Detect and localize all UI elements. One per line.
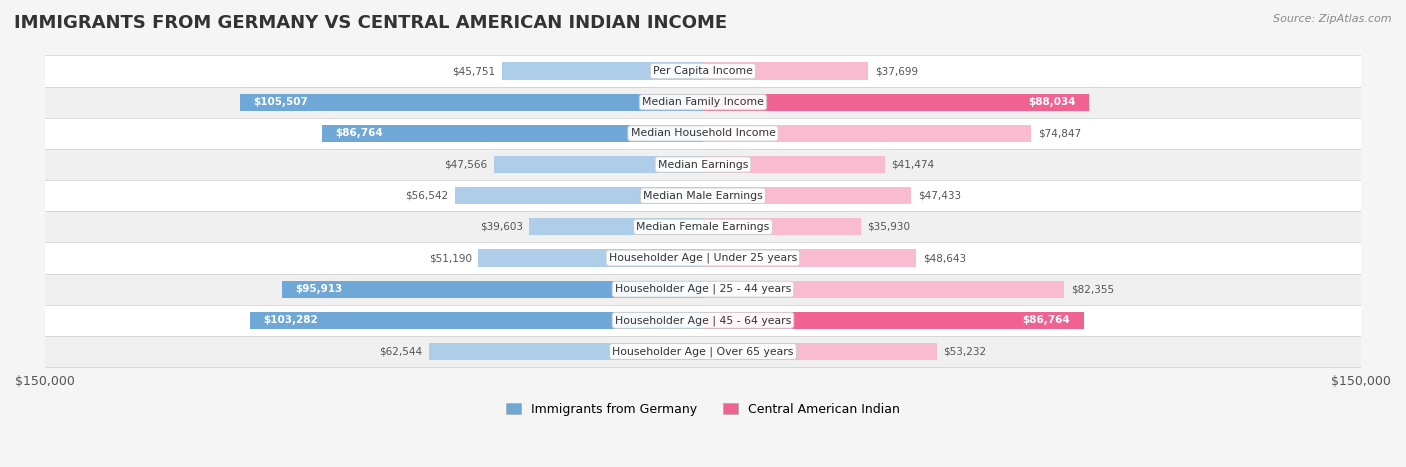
Legend: Immigrants from Germany, Central American Indian: Immigrants from Germany, Central America… — [502, 398, 904, 421]
Bar — [45, 274, 1361, 305]
Text: $48,643: $48,643 — [922, 253, 966, 263]
Text: $82,355: $82,355 — [1071, 284, 1114, 294]
Text: $51,190: $51,190 — [429, 253, 472, 263]
Bar — [703, 343, 936, 360]
Bar — [703, 63, 869, 79]
Text: $86,764: $86,764 — [1022, 315, 1070, 325]
Text: $88,034: $88,034 — [1028, 97, 1076, 107]
Text: Median Family Income: Median Family Income — [643, 97, 763, 107]
Text: $47,566: $47,566 — [444, 160, 488, 170]
Text: $62,544: $62,544 — [378, 347, 422, 356]
Bar — [45, 336, 1361, 367]
Bar — [703, 156, 884, 173]
Bar — [703, 249, 917, 267]
Text: $86,764: $86,764 — [336, 128, 384, 138]
Bar — [322, 125, 703, 142]
Text: Householder Age | Over 65 years: Householder Age | Over 65 years — [612, 346, 794, 357]
Bar — [502, 63, 703, 79]
Text: $45,751: $45,751 — [453, 66, 496, 76]
Bar — [456, 187, 703, 204]
Text: $41,474: $41,474 — [891, 160, 935, 170]
Text: $35,930: $35,930 — [868, 222, 910, 232]
Text: Householder Age | Under 25 years: Householder Age | Under 25 years — [609, 253, 797, 263]
Text: Householder Age | 25 - 44 years: Householder Age | 25 - 44 years — [614, 284, 792, 294]
Text: Median Female Earnings: Median Female Earnings — [637, 222, 769, 232]
Text: $105,507: $105,507 — [253, 97, 308, 107]
Text: $74,847: $74,847 — [1038, 128, 1081, 138]
Bar — [703, 187, 911, 204]
Bar — [45, 242, 1361, 274]
Bar — [703, 218, 860, 235]
Text: $56,542: $56,542 — [405, 191, 449, 201]
Bar — [703, 281, 1064, 298]
Text: Median Earnings: Median Earnings — [658, 160, 748, 170]
Text: Source: ZipAtlas.com: Source: ZipAtlas.com — [1274, 14, 1392, 24]
Bar — [45, 149, 1361, 180]
Bar — [429, 343, 703, 360]
Bar — [703, 125, 1032, 142]
Bar — [478, 249, 703, 267]
Bar — [45, 305, 1361, 336]
Text: $39,603: $39,603 — [479, 222, 523, 232]
Text: Per Capita Income: Per Capita Income — [652, 66, 754, 76]
Text: $95,913: $95,913 — [295, 284, 343, 294]
Text: $47,433: $47,433 — [918, 191, 960, 201]
Text: $103,282: $103,282 — [263, 315, 318, 325]
Bar — [240, 94, 703, 111]
Bar — [250, 312, 703, 329]
Text: $37,699: $37,699 — [875, 66, 918, 76]
Text: IMMIGRANTS FROM GERMANY VS CENTRAL AMERICAN INDIAN INCOME: IMMIGRANTS FROM GERMANY VS CENTRAL AMERI… — [14, 14, 727, 32]
Bar — [45, 180, 1361, 211]
Text: Median Household Income: Median Household Income — [630, 128, 776, 138]
Bar — [529, 218, 703, 235]
Bar — [45, 211, 1361, 242]
Text: $53,232: $53,232 — [943, 347, 986, 356]
Bar — [703, 312, 1084, 329]
Text: Householder Age | 45 - 64 years: Householder Age | 45 - 64 years — [614, 315, 792, 325]
Bar — [45, 56, 1361, 87]
Bar — [45, 118, 1361, 149]
Bar — [495, 156, 703, 173]
Bar — [283, 281, 703, 298]
Bar — [45, 87, 1361, 118]
Text: Median Male Earnings: Median Male Earnings — [643, 191, 763, 201]
Bar — [703, 94, 1090, 111]
